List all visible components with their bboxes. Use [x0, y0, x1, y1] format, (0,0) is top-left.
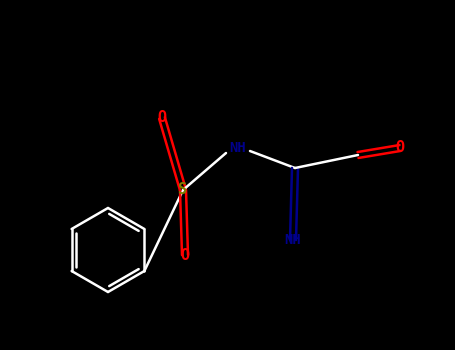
Text: NH: NH	[230, 141, 246, 155]
Text: O: O	[395, 140, 404, 155]
Text: NH: NH	[285, 233, 301, 247]
Text: O: O	[157, 111, 167, 126]
Text: S: S	[178, 182, 187, 197]
Text: O: O	[181, 247, 190, 262]
